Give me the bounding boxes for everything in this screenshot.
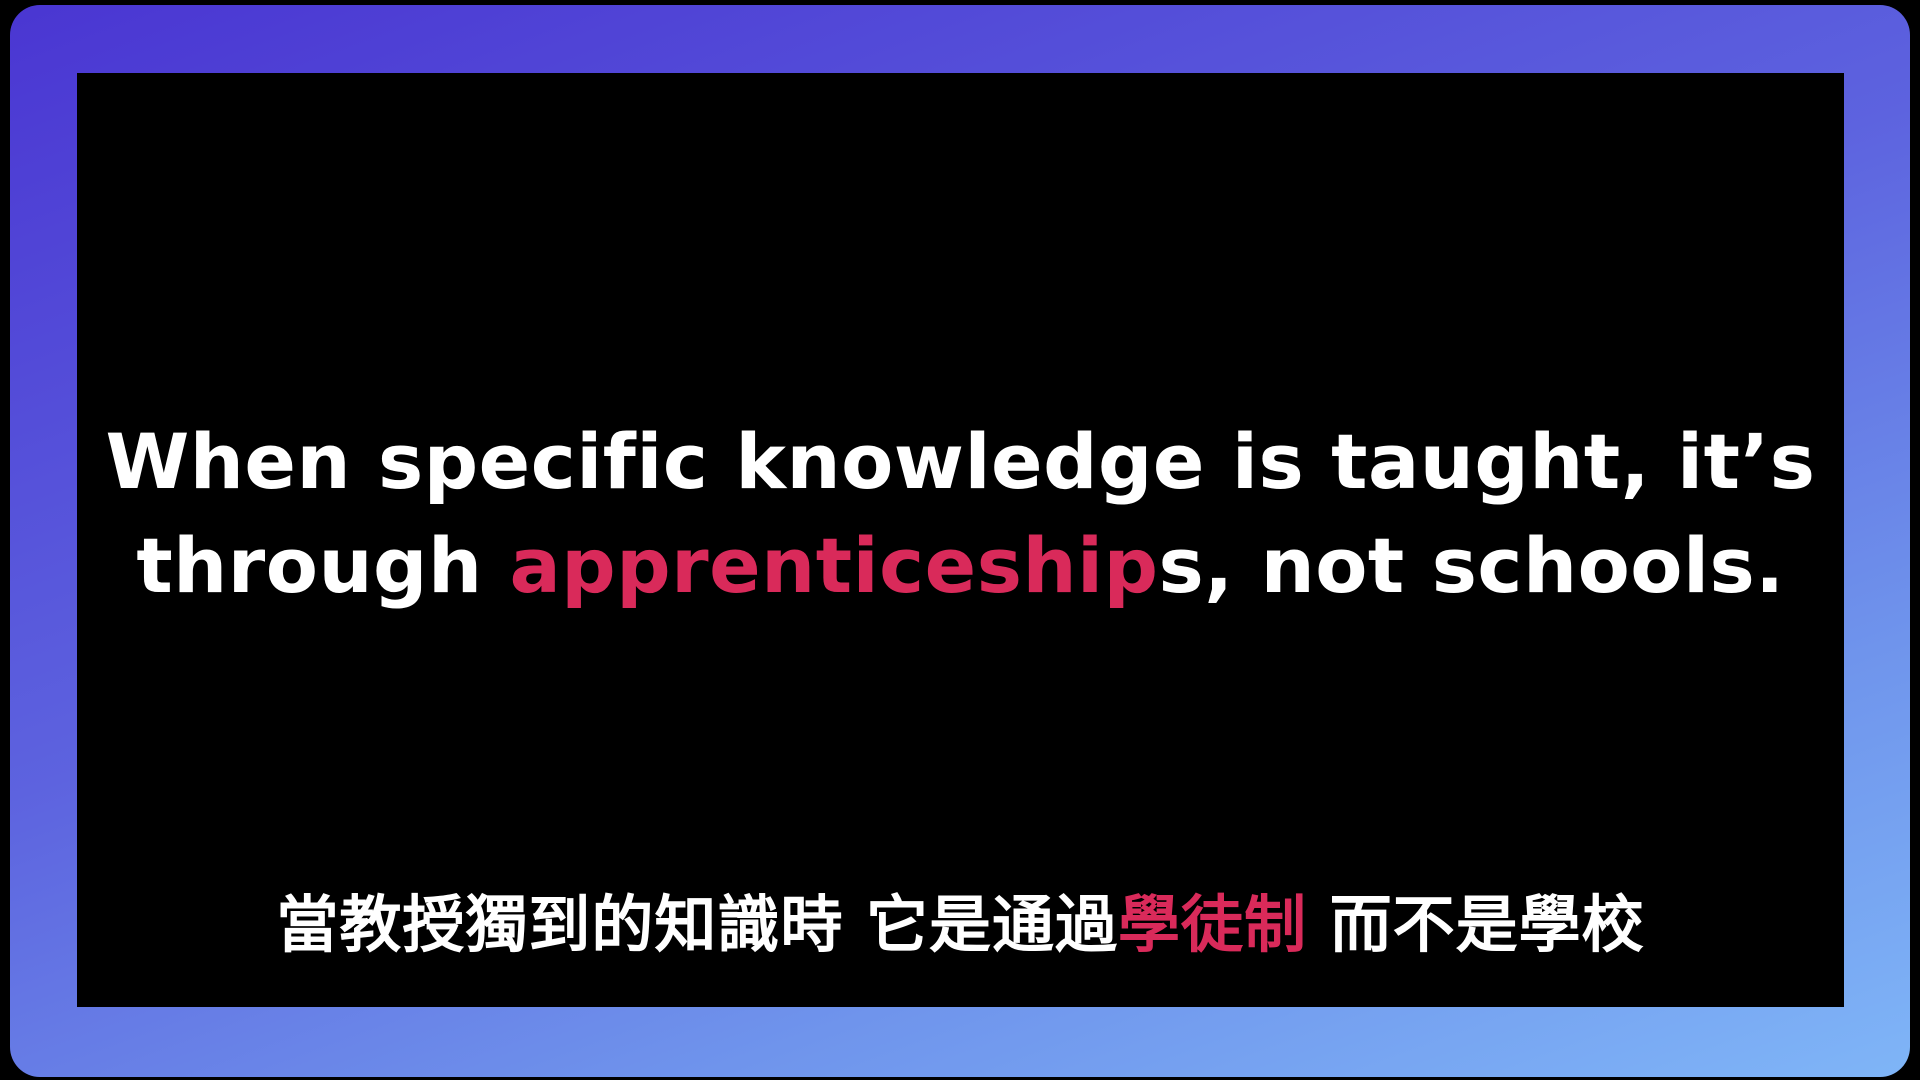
english-quote: When specific knowledge is taught, it’s … [77,410,1844,618]
chinese-subtitle: 當教授獨到的知識時 它是通過學徒制 而不是學校 [77,885,1844,965]
english-line-2: through apprenticeships, not schools. [77,514,1844,618]
highlighted-word-apprenticeship: apprenticeship [509,521,1159,610]
english-line-2-start: through [136,521,510,610]
gradient-frame: When specific knowledge is taught, it’s … [10,5,1910,1077]
chinese-subtitle-start: 當教授獨到的知識時 它是通過 [276,888,1118,961]
highlighted-word-apprenticeship-zh: 學徒制 [1117,888,1307,961]
chinese-subtitle-end: 而不是學校 [1307,888,1645,961]
english-line-1: When specific knowledge is taught, it’s [105,417,1816,506]
english-line-2-end: s, not schools. [1158,521,1785,610]
slide-panel: When specific knowledge is taught, it’s … [77,73,1844,1007]
